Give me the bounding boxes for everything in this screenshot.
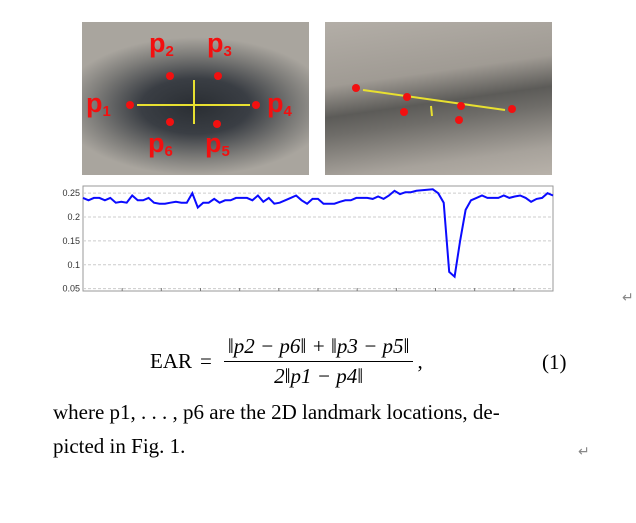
y-tick-label: 0.05: [62, 284, 80, 294]
landmark-p4: [508, 105, 516, 113]
landmark-p4: [252, 101, 260, 109]
ear-line-chart: 0.25 0.2 0.15 0.1 0.05: [62, 185, 554, 294]
open-eye-image: p1 p2 p3 p4 p5 p6: [82, 22, 309, 175]
landmark-p5: [213, 120, 221, 128]
body-text-line-2: picted in Fig. 1.: [53, 434, 186, 458]
body-text-line-1: where p1, . . . , p6 are the 2D landmark…: [53, 400, 500, 424]
ear-equation: EAR = ‖p2 − p6‖ + ‖p3 − p5‖ 2‖p1 − p4‖ ,: [150, 334, 423, 389]
landmark-p5: [455, 116, 463, 124]
equation-comma: ,: [417, 349, 423, 373]
landmark-p2: [403, 93, 411, 101]
label-p5: p5: [205, 128, 230, 160]
equation-denominator: 2‖p1 − p4‖: [274, 364, 364, 388]
y-tick-label: 0.15: [62, 236, 80, 246]
landmark-p1: [352, 84, 360, 92]
landmark-p6: [166, 118, 174, 126]
label-p1: p1: [86, 88, 111, 120]
landmark-p1: [126, 101, 134, 109]
eye-measure-arrows: [362, 89, 506, 117]
label-p4: p4: [267, 88, 292, 120]
label-p2: p2: [149, 28, 174, 60]
equation-numerator: ‖p2 − p6‖ + ‖p3 − p5‖: [223, 334, 414, 362]
y-tick-label: 0.1: [67, 260, 80, 270]
landmark-p3: [214, 72, 222, 80]
y-tick-label: 0.25: [62, 188, 80, 198]
paragraph-return-mark: ↵: [622, 290, 634, 306]
equation-lhs: EAR: [150, 349, 192, 373]
landmark-p6: [400, 108, 408, 116]
ear-series-line: [82, 188, 554, 279]
closed-eye-image: [325, 22, 552, 175]
label-p3: p3: [207, 28, 232, 60]
landmark-p2: [166, 72, 174, 80]
equation-equals: =: [200, 349, 212, 373]
paragraph-return-mark: ↵: [578, 444, 590, 460]
landmark-p3: [457, 102, 465, 110]
eye-measure-arrows: [137, 80, 250, 124]
label-p6: p6: [148, 128, 173, 160]
y-tick-label: 0.2: [67, 212, 80, 222]
equation-number: (1): [542, 350, 567, 374]
